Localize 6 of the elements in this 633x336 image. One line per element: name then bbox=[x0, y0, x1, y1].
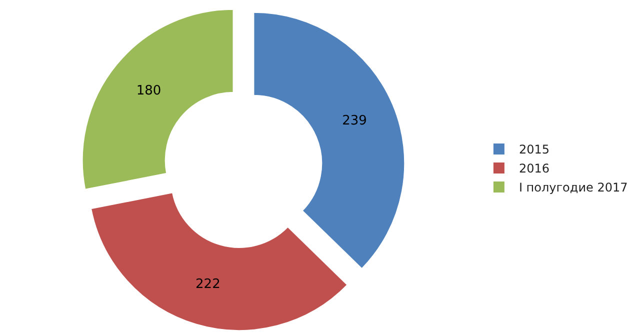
legend-label: I полугодие 2017 bbox=[518, 180, 628, 195]
data-label: 239 bbox=[342, 113, 367, 128]
legend-label: 2015 bbox=[518, 142, 550, 157]
legend-label: 2016 bbox=[518, 162, 550, 176]
data-label: 180 bbox=[136, 83, 162, 98]
data-label: 222 bbox=[196, 276, 220, 292]
